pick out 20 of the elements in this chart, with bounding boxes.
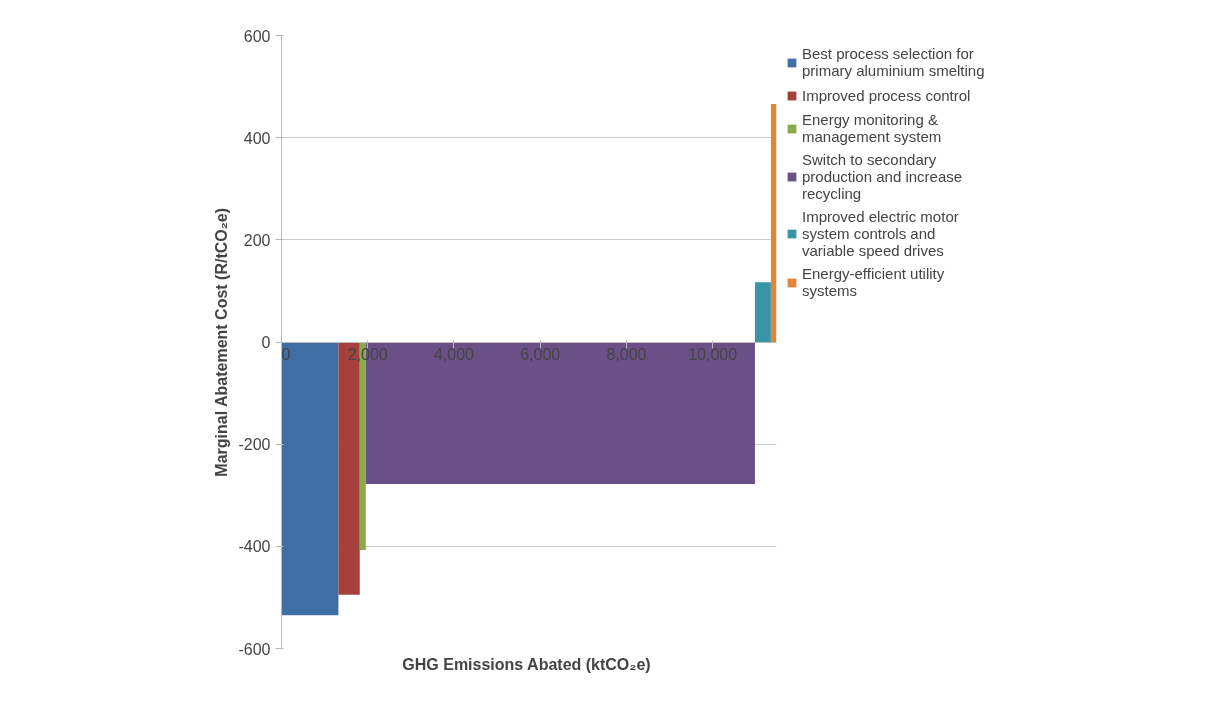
legend-label: Improved process control (802, 85, 971, 105)
y-tick-label: 0 (261, 334, 271, 351)
y-tick-label: -600 (238, 640, 271, 658)
legend-label: Improved electric motor system controls and variable speed drives (802, 208, 959, 259)
legend-label: Switch to secondary production and increase recycling (802, 151, 963, 202)
x-tick-label: 6,000 (520, 346, 561, 363)
y-tick-label: 400 (243, 129, 271, 147)
legend-label: Best process selection for primary aluminium smelting (802, 45, 985, 79)
y-tick-label: 600 (243, 27, 271, 45)
legend-label: Energy-efficient utility systems (802, 265, 945, 299)
x-tick-label: 8,000 (606, 346, 647, 363)
x-tick-label: 10,000 (688, 346, 738, 363)
y-tick-label: -200 (238, 436, 271, 454)
y-axis-title: Marginal Abatement Cost (R/tCO₂e) (213, 207, 231, 477)
x-axis-title: GHG Emissions Abated (ktCO₂e) (402, 655, 651, 673)
x-tick-label: 0 (281, 346, 291, 363)
y-tick-label: 200 (243, 231, 271, 249)
x-tick-label: 4,000 (433, 346, 475, 363)
legend-label: Energy monitoring & management system (802, 111, 942, 145)
y-tick-label: -400 (238, 538, 271, 556)
